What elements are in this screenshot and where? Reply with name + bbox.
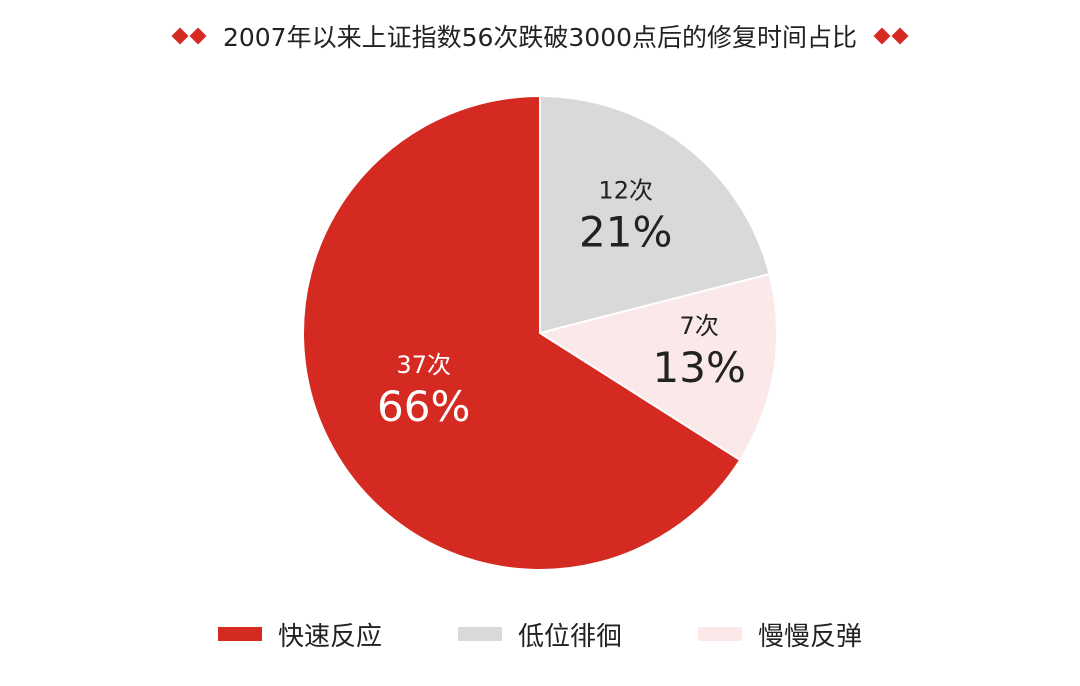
legend-swatch — [217, 627, 262, 641]
pie-slice — [539, 94, 771, 335]
legend-label: 低位徘徊 — [517, 621, 622, 652]
legend: 快速反应 低位徘徊 慢慢反弹 — [0, 612, 1080, 656]
pie-slice — [537, 272, 778, 462]
slice-count-label: 37次 — [396, 351, 451, 379]
chart-title: 2007年以来上证指数56次跌破3000点后的修复时间占比 — [222, 23, 858, 52]
slice-count-label: 7次 — [680, 312, 719, 340]
slice-percent-label: 21% — [579, 208, 672, 257]
legend-swatch — [698, 627, 742, 641]
pie-slices — [302, 94, 778, 571]
legend-item-low: 低位徘徊 — [457, 616, 622, 653]
slice-percent-label: 13% — [653, 343, 746, 392]
legend-label: 慢慢反弹 — [758, 621, 863, 652]
slice-percent-label: 66% — [377, 382, 470, 431]
pie-labels: 12次 21% 7次 13% 37次 66% — [377, 177, 746, 431]
slice-count-label: 12次 — [598, 177, 653, 205]
pie-slice — [302, 94, 742, 571]
legend-item-fast: 快速反应 — [217, 616, 382, 653]
legend-swatch — [457, 627, 502, 641]
chart-title-row: 2007年以来上证指数56次跌破3000点后的修复时间占比 — [0, 14, 1080, 58]
legend-item-slow: 慢慢反弹 — [698, 616, 862, 653]
legend-label: 快速反应 — [277, 621, 382, 652]
